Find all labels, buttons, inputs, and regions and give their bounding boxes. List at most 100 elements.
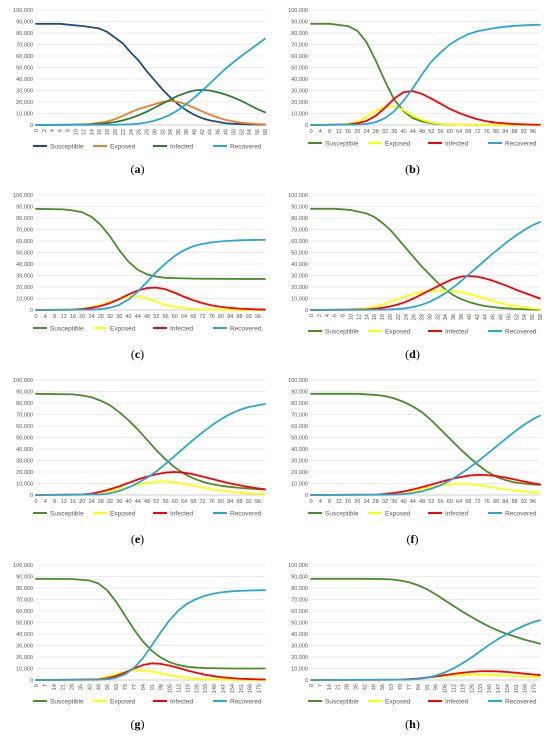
y-tick-label: 0	[305, 678, 308, 684]
x-tick-label: 44	[208, 129, 214, 135]
x-tick-label: 2	[42, 129, 48, 132]
x-tick-label: 44	[410, 129, 416, 135]
series-line-susceptible	[35, 207, 266, 280]
legend-label: Susceptible	[50, 698, 84, 705]
y-tick-label: 50,000	[16, 66, 33, 72]
x-tick-label: 58	[263, 129, 269, 135]
y-tick-label: 30,000	[291, 644, 308, 650]
chart-svg: 0 10,000 20,000 30,000 40,000 50,000 60,000 70,…	[13, 8, 269, 176]
x-tick-label: 35	[79, 684, 85, 690]
legend-label: Susceptible	[50, 510, 84, 517]
x-tick-label: 14	[327, 684, 333, 690]
x-tick-label: 20	[354, 129, 360, 135]
y-tick-label: 100,000	[288, 8, 308, 14]
x-tick-label: 49	[371, 684, 377, 690]
x-tick-label: 32	[107, 314, 113, 320]
y-tick-label: 20,000	[291, 655, 308, 661]
panel-caption: (c)	[131, 347, 144, 361]
y-tick-label: 60,000	[16, 609, 33, 615]
y-tick-label: 60,000	[16, 54, 33, 60]
y-tick-label: 10,000	[291, 297, 308, 303]
x-tick-label: 91	[150, 684, 156, 690]
series-line-infected	[310, 473, 541, 496]
legend-label: Infected	[445, 140, 469, 147]
x-tick-label: 0	[34, 684, 40, 687]
x-tick-label: 44	[410, 499, 416, 505]
x-tick-label: 72	[199, 314, 205, 320]
x-tick-label: 0	[34, 314, 37, 320]
series-line-infected	[35, 662, 266, 681]
x-tick-label: 16	[345, 499, 351, 505]
legend-label: Recovered	[505, 328, 537, 335]
x-tick-label: 56	[162, 314, 168, 320]
x-tick-label: 8	[53, 499, 56, 505]
x-tick-label: 35	[354, 684, 360, 690]
x-tick-label: 7	[43, 684, 49, 687]
y-tick-label: 0	[30, 493, 33, 499]
x-tick-label: 56	[162, 499, 168, 505]
panel-caption: (d)	[405, 347, 420, 361]
y-tick-label: 70,000	[16, 598, 33, 604]
x-tick-label: 20	[79, 314, 85, 320]
x-tick-label: 32	[382, 129, 388, 135]
series-line-recovered	[35, 589, 266, 681]
x-tick-label: 63	[389, 684, 395, 690]
x-tick-label: 76	[484, 129, 490, 135]
x-tick-label: 28	[145, 129, 151, 135]
y-tick-label: 0	[305, 308, 308, 314]
y-tick-label: 10,000	[16, 297, 33, 303]
x-tick-label: 54	[522, 314, 528, 320]
x-tick-label: 119	[460, 684, 466, 693]
x-tick-label: 92	[521, 129, 527, 135]
series-line-susceptible	[310, 577, 541, 645]
x-tick-label: 40	[125, 499, 131, 505]
y-tick-label: 20,000	[16, 470, 33, 476]
y-tick-label: 100,000	[288, 563, 308, 569]
y-tick-label: 100,000	[13, 193, 33, 199]
x-tick-label: 88	[236, 314, 242, 320]
x-tick-label: 72	[474, 129, 480, 135]
x-tick-label: 119	[185, 684, 191, 693]
y-tick-label: 50,000	[16, 436, 33, 442]
x-tick-label: 4	[325, 314, 331, 317]
legend-label: Infected	[170, 698, 194, 705]
x-tick-label: 0	[309, 314, 315, 317]
y-tick-label: 90,000	[16, 575, 33, 581]
series-line-recovered	[35, 403, 266, 496]
x-tick-label: 38	[459, 314, 465, 320]
series-line-susceptible	[310, 392, 541, 486]
y-tick-label: 90,000	[16, 20, 33, 26]
series-line-infected	[35, 89, 266, 126]
series-line-exposed	[35, 669, 266, 681]
x-tick-label: 4	[50, 129, 56, 132]
y-tick-label: 0	[305, 493, 308, 499]
series-line-recovered	[310, 619, 541, 681]
x-tick-label: 4	[44, 499, 47, 505]
x-tick-label: 12	[336, 129, 342, 135]
x-tick-label: 36	[116, 499, 122, 505]
y-tick-label: 50,000	[291, 66, 308, 72]
chart-panel-c: 0 10,000 20,000 30,000 40,000 50,000 60,000 70,…	[0, 185, 275, 370]
x-tick-label: 32	[160, 129, 166, 135]
chart-panel-b: 0 10,000 20,000 30,000 40,000 50,000 60,000 70,…	[275, 0, 550, 185]
x-tick-label: 72	[474, 499, 480, 505]
x-tick-label: 133	[478, 684, 484, 693]
x-tick-label: 36	[391, 129, 397, 135]
y-tick-label: 40,000	[16, 77, 33, 83]
series-line-infected	[310, 90, 541, 126]
x-tick-label: 22	[121, 129, 127, 135]
x-tick-label: 20	[79, 499, 85, 505]
x-tick-label: 14	[364, 314, 370, 320]
panel-caption: (f)	[407, 532, 419, 546]
y-tick-label: 90,000	[291, 20, 308, 26]
x-tick-label: 80	[493, 499, 499, 505]
legend-label: Exposed	[385, 698, 411, 705]
x-tick-label: 96	[530, 499, 536, 505]
x-tick-label: 28	[420, 314, 426, 320]
legend-label: Exposed	[110, 510, 136, 517]
x-tick-label: 112	[451, 684, 457, 693]
y-tick-label: 80,000	[16, 586, 33, 592]
x-tick-label: 68	[465, 499, 471, 505]
x-tick-label: 40	[192, 129, 198, 135]
x-tick-label: 18	[105, 129, 111, 135]
